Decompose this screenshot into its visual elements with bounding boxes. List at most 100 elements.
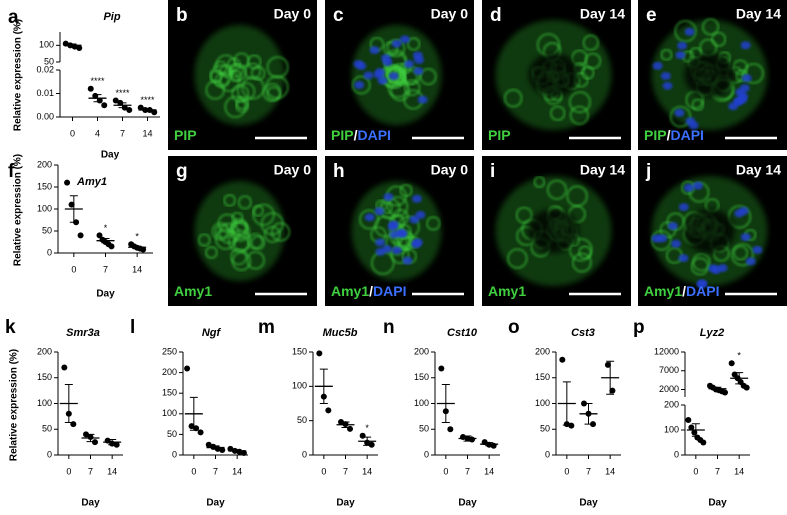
cell — [584, 52, 602, 70]
error-bar — [93, 94, 102, 103]
cell — [246, 251, 265, 270]
y-tick-label: 200 — [37, 346, 52, 356]
data-point — [743, 384, 750, 391]
nucleus — [741, 74, 752, 83]
y-tick-label: 200 — [37, 159, 52, 169]
cell — [533, 176, 546, 188]
cell — [569, 238, 593, 262]
x-axis-label: Day — [579, 498, 598, 509]
micrograph — [482, 0, 631, 150]
day-label: Day 14 — [736, 6, 781, 22]
significance: * — [104, 223, 108, 233]
data-point — [568, 422, 575, 429]
x-tick-label: 14 — [484, 466, 494, 476]
y-tick-label: 0 — [674, 449, 679, 459]
stain-name: Amy1 — [488, 283, 526, 299]
nucleus — [413, 67, 424, 76]
panel-letter: h — [333, 161, 345, 182]
error-bar — [143, 108, 152, 112]
error-bar — [341, 421, 350, 429]
cell — [504, 89, 523, 108]
cell — [215, 54, 237, 76]
data-point — [700, 439, 707, 446]
data-point — [316, 350, 323, 357]
cell — [419, 68, 437, 86]
data-point — [197, 429, 204, 436]
panel-letter: c — [333, 5, 344, 26]
nucleus — [678, 254, 689, 263]
separator: / — [682, 283, 686, 299]
y-tick-label: 0.02 — [36, 64, 54, 74]
error-bar — [133, 245, 142, 249]
nucleus — [684, 27, 695, 36]
data-point — [359, 432, 366, 439]
cell — [666, 212, 685, 231]
data-point — [447, 426, 454, 433]
data-point — [210, 443, 217, 450]
y-tick-label: 150 — [37, 181, 52, 191]
counterstain-name: DAPI — [357, 127, 390, 143]
panel-letter: m — [258, 317, 275, 338]
y-tick-label: 150 — [535, 372, 550, 382]
data-point — [87, 85, 94, 92]
cell — [266, 56, 289, 79]
counterstain-name: DAPI — [670, 127, 703, 143]
y-tick-label: 150 — [414, 372, 429, 382]
y-axis-label: Relative expression (%) — [13, 154, 24, 266]
data-point — [83, 431, 89, 438]
nucleus — [678, 203, 689, 212]
x-tick-label: 14 — [107, 466, 117, 476]
nucleus — [652, 61, 663, 70]
error-bar — [319, 368, 328, 404]
x-axis-label: Day — [206, 498, 225, 509]
stain-label: PIP — [174, 127, 197, 143]
cell — [230, 248, 247, 266]
panel-letter: e — [646, 5, 657, 26]
nucleus — [354, 81, 365, 90]
lumen — [528, 53, 579, 97]
x-axis-label: Day — [81, 498, 100, 509]
y-tick-label: 100 — [39, 40, 54, 50]
cell — [399, 184, 413, 197]
y-tick-label: 150 — [162, 388, 177, 398]
y-tick-label: 2000 — [659, 384, 679, 394]
cell — [244, 62, 261, 80]
cell — [550, 105, 566, 121]
significance: * — [135, 232, 139, 242]
nucleus — [660, 71, 671, 80]
nucleus — [391, 39, 402, 48]
counterstain-name: DAPI — [686, 283, 719, 299]
error-bar — [69, 195, 78, 223]
significance: * — [365, 423, 369, 433]
cell — [702, 18, 719, 36]
micrograph — [325, 0, 474, 150]
cell — [572, 252, 592, 273]
data-point — [205, 441, 212, 448]
cell — [386, 66, 406, 86]
cell — [582, 34, 599, 51]
data-point — [469, 436, 475, 443]
nucleus — [735, 88, 746, 97]
stain-name: PIP — [331, 127, 354, 143]
y-tick-label: 200 — [664, 399, 679, 409]
cell — [669, 106, 692, 128]
x-tick-label: 7 — [715, 466, 720, 476]
nucleus — [369, 46, 380, 55]
x-axis-label: Day — [336, 498, 355, 509]
y-tick-label: 100 — [37, 398, 52, 408]
nucleus — [411, 194, 422, 203]
data-point — [559, 356, 566, 363]
nucleus — [375, 238, 386, 247]
cell — [265, 75, 289, 99]
cell — [250, 235, 266, 250]
panel-letter: d — [490, 5, 502, 26]
cell — [731, 243, 754, 266]
y-tick-label: 50 — [419, 424, 429, 434]
cell — [352, 75, 371, 95]
cell — [238, 195, 252, 210]
cell — [205, 246, 218, 259]
x-tick-label: 0 — [71, 264, 76, 274]
chart-title: Cst3 — [571, 327, 595, 339]
y-tick-label: 50 — [42, 225, 52, 235]
x-tick-label: 0 — [564, 466, 569, 476]
